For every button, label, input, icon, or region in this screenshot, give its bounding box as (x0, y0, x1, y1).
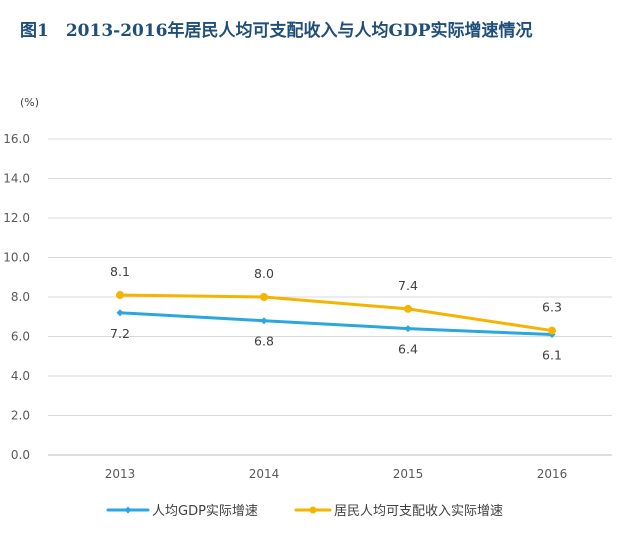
y-tick-label: 16.0 (3, 132, 30, 146)
x-tick-label: 2014 (249, 467, 280, 481)
y-axis-unit: (%) (20, 96, 39, 109)
data-point (404, 325, 412, 333)
y-tick-label: 8.0 (11, 290, 30, 304)
x-tick-label: 2015 (393, 467, 424, 481)
y-tick-label: 10.0 (3, 251, 30, 265)
data-point (116, 309, 124, 317)
data-labels: 7.2 6.8 6.4 6.1 8.1 8.0 7.4 6.3 (110, 264, 562, 363)
data-point (548, 326, 556, 335)
x-tick-label: 2013 (105, 467, 136, 481)
data-label: 7.2 (110, 326, 130, 341)
y-tick-label: 0.0 (11, 448, 30, 462)
data-label: 6.1 (542, 348, 562, 363)
data-label: 6.3 (542, 300, 562, 315)
data-point (260, 293, 268, 301)
y-tick-label: 4.0 (11, 369, 30, 383)
data-point (116, 291, 124, 300)
data-point (404, 304, 412, 313)
data-label: 6.4 (398, 342, 418, 357)
y-tick-label: 14.0 (3, 172, 30, 186)
legend: 人均GDP实际增速 居民人均可支配收入实际增速 (106, 504, 503, 519)
gridlines (48, 138, 612, 456)
legend-label: 居民人均可支配收入实际增速 (334, 504, 503, 519)
series-line-1 (118, 311, 554, 337)
data-label: 8.0 (254, 266, 274, 281)
y-tick-label: 6.0 (11, 330, 30, 344)
y-axis-ticks: 0.0 2.0 4.0 6.0 8.0 10.0 12.0 14.0 16.0 (3, 132, 30, 462)
chart-title: 图1 2013-2016年居民人均可支配收入与人均GDP实际增速情况 (20, 20, 533, 41)
y-tick-label: 12.0 (3, 211, 30, 225)
series-group (116, 291, 556, 339)
x-axis-ticks: 2013 2014 2015 2016 (105, 467, 568, 481)
legend-marker (124, 506, 132, 514)
legend-marker (309, 506, 317, 514)
series-line-2 (118, 293, 554, 333)
data-label: 8.1 (110, 264, 130, 279)
data-label: 7.4 (398, 278, 418, 293)
data-point (260, 317, 268, 325)
legend-label: 人均GDP实际增速 (152, 504, 258, 519)
x-tick-label: 2016 (537, 467, 568, 481)
y-tick-label: 2.0 (11, 409, 30, 423)
data-label: 6.8 (254, 334, 274, 349)
